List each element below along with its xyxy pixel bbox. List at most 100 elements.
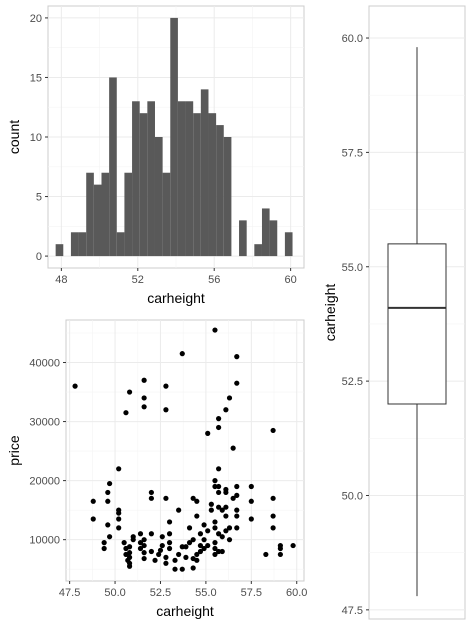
scatter-point <box>190 565 196 571</box>
scatter-point <box>223 407 229 413</box>
histogram-bar <box>170 17 178 257</box>
scatter-points <box>72 327 296 572</box>
histogram-bar <box>269 220 278 257</box>
histogram-bar <box>239 220 247 257</box>
boxplot-marks <box>387 47 447 597</box>
scatter-point <box>159 534 165 540</box>
scatter-x-tick-label: 52.5 <box>150 587 171 599</box>
scatter-point <box>216 483 222 490</box>
scatter-point <box>234 507 240 513</box>
scatter-point <box>172 566 178 572</box>
scatter-point <box>270 427 276 434</box>
scatter-point <box>216 548 222 555</box>
histogram-bar <box>193 113 201 257</box>
scatter-point <box>126 550 133 556</box>
scatter-x-tick-label: 60.0 <box>286 587 307 599</box>
scatter-point <box>212 540 218 546</box>
scatter-point <box>197 542 204 549</box>
scatter-point <box>126 544 133 550</box>
histogram-bar <box>216 125 224 257</box>
boxplot-y-tick-labels: 47.5 50.0 52.5 55.0 57.5 60.0 <box>342 33 369 617</box>
scatter-point <box>130 534 136 540</box>
boxplot-y-tick-label: 52.5 <box>342 376 363 388</box>
histogram-x-tick-labels: 48 52 56 60 <box>55 268 297 286</box>
scatter-point <box>186 540 193 546</box>
histogram-x-axis-title: carheight <box>147 290 205 306</box>
scatter-y-tick-labels: 10000 20000 30000 40000 <box>29 358 66 547</box>
scatter-point <box>121 540 127 546</box>
scatter-point <box>212 327 218 333</box>
scatter-point <box>212 519 218 525</box>
scatter-point <box>163 407 169 413</box>
scatter-point <box>208 507 214 513</box>
scatter-point <box>126 554 133 560</box>
scatter-point <box>212 545 218 552</box>
scatter-point <box>148 495 154 501</box>
scatter-point <box>248 498 254 504</box>
scatter-point <box>216 531 222 537</box>
scatter-point <box>116 507 122 513</box>
scatter-point <box>216 489 222 496</box>
histogram-bar <box>109 77 117 257</box>
scatter-point <box>141 377 147 383</box>
scatter-y-tick-label: 30000 <box>29 417 60 429</box>
scatter-point <box>190 537 196 543</box>
scatter-x-tick-label: 55.0 <box>195 587 216 599</box>
scatter-point <box>107 480 113 487</box>
scatter-point <box>163 495 169 501</box>
scatter-point <box>141 555 147 562</box>
scatter-point <box>197 531 204 537</box>
boxplot-box <box>387 243 447 405</box>
histogram-x-tick-label: 52 <box>132 274 144 286</box>
scatter-y-tick-label: 10000 <box>29 535 60 547</box>
scatter-point <box>90 516 96 522</box>
scatter-point <box>223 513 229 519</box>
histogram-bar <box>208 113 217 257</box>
scatter-point <box>166 531 173 537</box>
histogram-bar <box>185 101 194 257</box>
scatter-point <box>148 548 154 555</box>
scatter-point <box>216 424 222 431</box>
histogram-bar <box>162 172 171 257</box>
histogram-y-axis-title: count <box>6 120 22 154</box>
scatter-point <box>277 542 283 549</box>
scatter-x-tick-labels: 47.5 50.0 52.5 55.0 57.5 60.0 <box>59 581 307 599</box>
scatter-point <box>230 495 236 501</box>
histogram-y-tick-label: 10 <box>30 132 42 144</box>
scatter-y-tick-label: 20000 <box>29 476 60 488</box>
scatter-point <box>194 557 200 563</box>
scatter-point <box>212 478 218 484</box>
scatter-point <box>141 550 147 556</box>
histogram-bar <box>261 208 270 257</box>
scatter-y-axis-title: price <box>6 435 22 466</box>
scatter-point <box>263 551 269 558</box>
scatter-point <box>152 557 158 563</box>
scatter-point <box>234 380 240 386</box>
histogram-bar <box>116 232 125 257</box>
scatter-point <box>248 483 254 490</box>
scatter-point <box>90 498 96 504</box>
boxplot-y-tick-label: 47.5 <box>342 605 363 617</box>
scatter-point <box>219 507 225 513</box>
scatter-point <box>205 528 211 534</box>
scatter-point <box>179 566 185 572</box>
scatter-point <box>159 542 165 549</box>
scatter-point <box>205 430 211 436</box>
scatter-point <box>126 389 133 395</box>
scatter-point <box>270 525 276 531</box>
scatter-panel: 47.5 50.0 52.5 55.0 57.5 60.0 10000 20000 30000… <box>6 319 307 619</box>
scatter-point <box>137 545 144 552</box>
scatter-point <box>101 545 107 552</box>
scatter-point <box>194 513 200 519</box>
scatter-point <box>219 534 225 540</box>
boxplot-y-tick-label: 55.0 <box>342 262 363 274</box>
scatter-plot-background <box>65 319 305 582</box>
histogram-y-tick-label: 0 <box>36 251 42 263</box>
scatter-point <box>186 525 193 531</box>
histogram-bar <box>177 101 186 257</box>
histogram-x-tick-label: 60 <box>285 274 297 286</box>
boxplot-panel: 47.5 50.0 52.5 55.0 57.5 60.0 carheight <box>322 5 466 620</box>
scatter-x-tick-label: 47.5 <box>59 587 80 599</box>
histogram-bar <box>139 113 148 257</box>
scatter-x-tick-label: 50.0 <box>104 587 125 599</box>
